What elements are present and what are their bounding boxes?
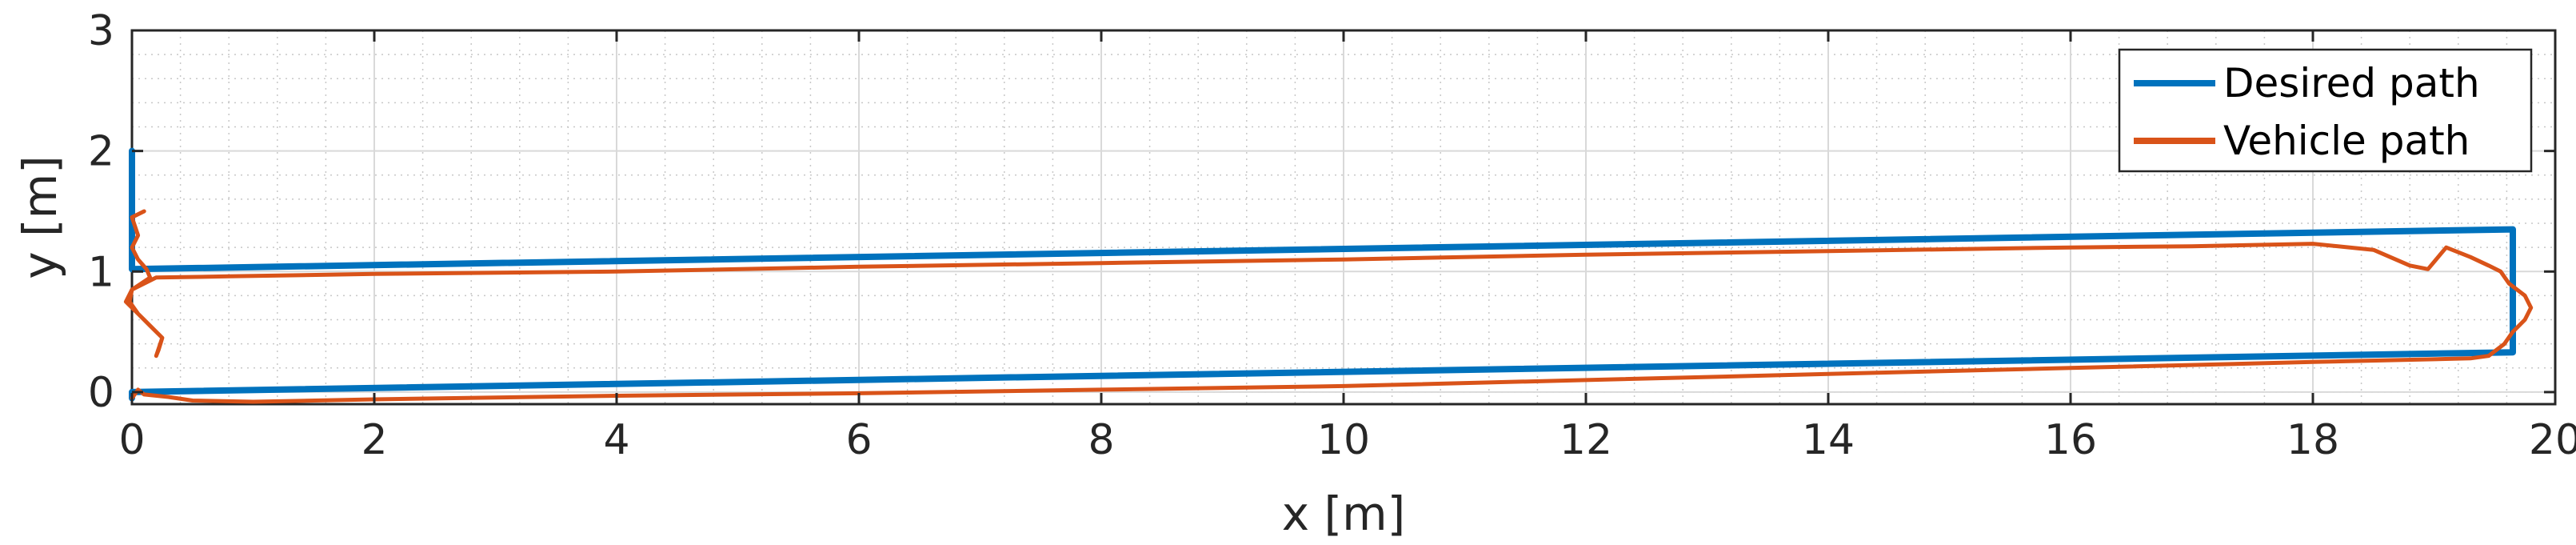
x-tick-label: 2 [361, 416, 387, 464]
y-tick-label: 3 [88, 7, 114, 55]
legend: Desired path Vehicle path [2118, 48, 2533, 173]
x-tick-label: 14 [1802, 416, 1855, 464]
legend-label-vehicle-path: Vehicle path [2223, 118, 2470, 164]
y-axis-label: y [m] [13, 155, 67, 279]
x-tick-label: 0 [118, 416, 145, 464]
legend-label-desired-path: Desired path [2223, 60, 2480, 106]
x-tick-label: 16 [2044, 416, 2097, 464]
x-tick-label: 4 [603, 416, 629, 464]
legend-box [2118, 48, 2533, 173]
x-tick-label: 8 [1088, 416, 1114, 464]
series-layer [123, 147, 2534, 404]
y-tick-label: 0 [88, 369, 114, 417]
x-axis-label: x [m] [1282, 487, 1406, 541]
x-tick-label: 18 [2286, 416, 2339, 464]
y-tick-label: 2 [88, 128, 114, 176]
x-tick-label: 20 [2529, 416, 2576, 464]
x-tick-label: 10 [1317, 416, 1370, 464]
series-line-vehicle-path [123, 209, 2534, 404]
y-tick-label: 1 [88, 248, 114, 296]
x-tick-label: 6 [845, 416, 872, 464]
x-tick-label: 12 [1560, 416, 1612, 464]
